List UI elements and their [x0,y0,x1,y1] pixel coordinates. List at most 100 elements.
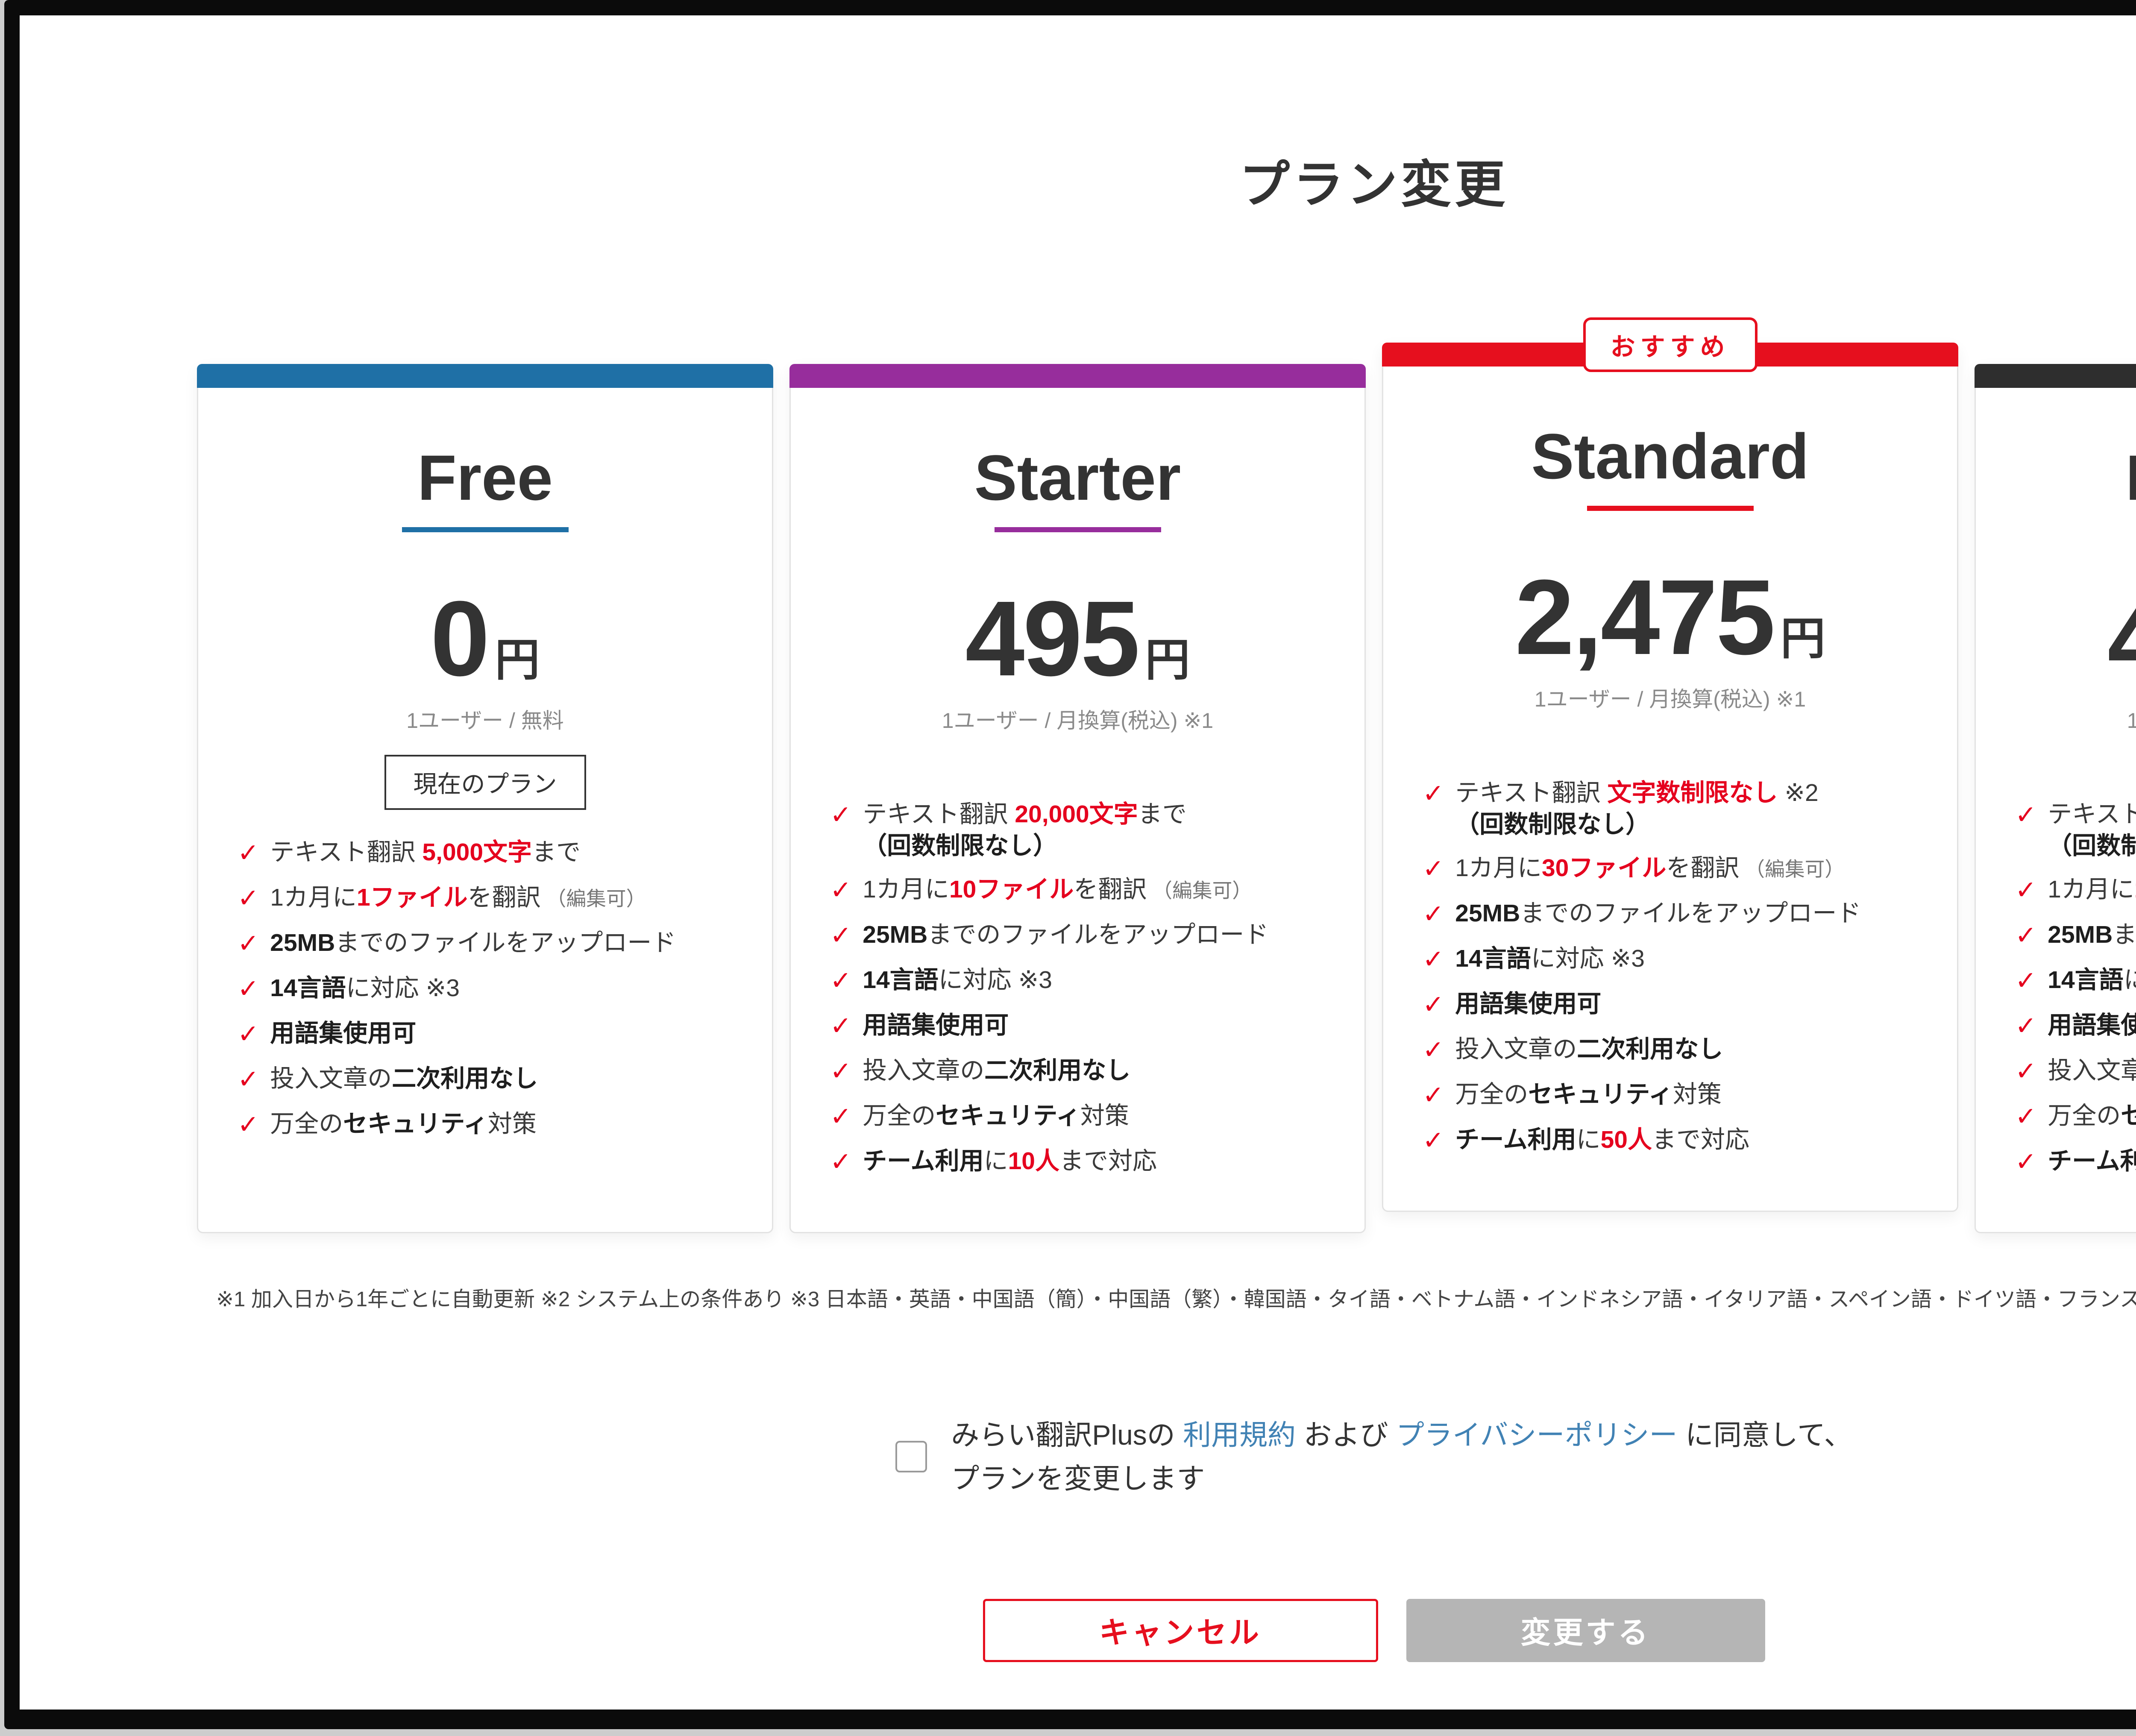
price-note: 1ユーザー / 無料 [406,708,564,733]
plan-name: Free [417,442,553,513]
checkmark-icon: ✓ [830,1011,852,1040]
feature-item: ✓ 万全のセキュリティ対策 [238,1108,746,1141]
feature-text: 25MBまでのファイルをアップロード [863,921,1269,948]
plan-card-standard: おすすめ Standard 2,475 円 1ユーザー / 月換算(税込) ※1 … [1382,317,1958,1212]
checkmark-icon: ✓ [2015,1011,2037,1040]
feature-item: ✓ 25MBまでのファイルをアップロード [1423,897,1931,931]
feature-text: 万全のセキュリティ対策 [863,1102,1129,1129]
feature-item: ✓ 投入文章の二次利用なし [1423,1033,1931,1067]
feature-item: ✓ 25MBまでのファイルをアップロード [830,919,1339,952]
feature-text: 1カ月に120ファイルを翻訳 （編集可） [2048,875,2136,903]
price-currency: 円 [1145,635,1190,685]
plan-name-underline [994,527,1161,532]
checkmark-icon: ✓ [830,800,852,829]
feature-item: ✓ テキスト翻訳 文字数制限なし ※2（回数制限なし） [2015,798,2136,862]
checkmark-icon: ✓ [1423,899,1444,928]
price-amount: 0 [430,579,490,698]
checkmark-icon: ✓ [2015,875,2037,904]
price-note: 1ユーザー / 月換算(税込) ※1 [1534,687,1806,711]
feature-text: チーム利用に50人まで対応 [1455,1126,1749,1153]
checkmark-icon: ✓ [2015,800,2037,829]
checkmark-icon: ✓ [1423,854,1444,883]
price-note: 1ユーザー / 月換算(税込) ※1 [942,708,1214,733]
privacy-link[interactable]: プライバシーポリシー [1396,1419,1678,1451]
plan-card-starter: Starter 495 円 1ユーザー / 月換算(税込) ※1 ✓ テキスト翻訳 … [789,364,1366,1233]
checkmark-icon: ✓ [830,966,852,995]
feature-item: ✓ 14言語に対応 ※3 [2015,964,2136,997]
plan-accent-bar [789,364,1366,388]
feature-item: ✓ 万全のセキュリティ対策 [2015,1100,2136,1133]
feature-text: 万全のセキュリティ対策 [1455,1080,1722,1108]
feature-item: ✓ 万全のセキュリティ対策 [830,1100,1339,1133]
price-currency: 円 [1780,614,1825,664]
modal-content: ✕ プラン変更 年払い 月払い Free 0円 [20,15,2136,1710]
feature-text: 25MBまでのファイルをアップロード [2048,921,2136,948]
terms-link[interactable]: 利用規約 [1183,1419,1296,1451]
feature-text: テキスト翻訳 文字数制限なし ※2（回数制限なし） [2048,800,2136,859]
feature-item: ✓ 1カ月に10ファイルを翻訳 （編集可） [830,874,1339,907]
plan-name: Starter [974,442,1181,513]
feature-item: ✓ 投入文章の二次利用なし [238,1063,746,1096]
feature-item: ✓ 万全のセキュリティ対策 [1423,1079,1931,1112]
feature-text: 用語集使用可 [270,1019,417,1047]
feature-text: 投入文章の二次利用なし [863,1056,1131,1084]
feature-item: ✓ 投入文章の二次利用なし [830,1055,1339,1088]
agreement-checkbox[interactable] [895,1441,927,1473]
feature-text: 14言語に対応 ※3 [1455,944,1645,972]
plan-feature-list: ✓ テキスト翻訳 20,000文字まで （回数制限なし） ✓ 1カ月に10ファイルを翻訳… [791,798,1364,1179]
checkmark-icon: ✓ [2015,1056,2037,1085]
checkmark-icon: ✓ [238,974,259,1003]
feature-text: 万全のセキュリティ対策 [270,1110,537,1138]
feature-text: テキスト翻訳 文字数制限なし ※2（回数制限なし） [1455,779,1819,838]
feature-item: ✓ 1カ月に30ファイルを翻訳 （編集可） [1423,852,1931,886]
feature-item: ✓ 14言語に対応 ※3 [238,972,746,1006]
feature-item: ✓ チーム利用に50人まで対応 [2015,1145,2136,1179]
checkmark-icon: ✓ [830,1056,852,1085]
plan-accent-bar [1975,364,2136,388]
plan-feature-list: ✓ テキスト翻訳 文字数制限なし ※2（回数制限なし） ✓ 1カ月に120ファイルを翻… [1976,798,2136,1179]
feature-text: 投入文章の二次利用なし [1455,1035,1723,1063]
feature-item: ✓ 投入文章の二次利用なし [2015,1055,2136,1088]
plan-price: 495 円 [791,582,1364,695]
price-currency: 円 [495,635,540,685]
feature-text: 25MBまでのファイルをアップロード [270,929,676,956]
checkmark-icon: ✓ [2015,1102,2037,1131]
feature-text: 14言語に対応 ※3 [270,974,460,1002]
checkmark-icon: ✓ [1423,1035,1444,1064]
price-amount: 495 [965,579,1140,698]
feature-text: 用語集使用可 [2048,1011,2136,1039]
checkmark-icon: ✓ [238,1064,259,1094]
checkmark-icon: ✓ [238,1019,259,1048]
feature-item: ✓ 1カ月に1ファイルを翻訳 （編集可） [238,882,746,915]
feature-text: テキスト翻訳 20,000文字まで （回数制限なし） [863,800,1187,859]
feature-text: 用語集使用可 [863,1011,1009,1039]
checkmark-icon: ✓ [1423,1080,1444,1109]
cancel-button[interactable]: キャンセル [983,1598,1378,1662]
checkmark-icon: ✓ [238,838,259,867]
feature-text: 用語集使用可 [1455,990,1602,1018]
plan-feature-list: ✓ テキスト翻訳 文字数制限なし ※2 （回数制限なし） ✓ 1カ月に30ファイルを翻訳… [1383,777,1957,1157]
plan-feature-list: ✓ テキスト翻訳 5,000文字まで ✓ 1カ月に1ファイルを翻訳 （編集可） ✓ 25M… [198,836,772,1141]
plan-name: Standard [1531,420,1809,492]
recommended-badge: おすすめ [1583,317,1758,372]
feature-item: ✓ 用語集使用可 [2015,1009,2136,1043]
feature-item: ✓ チーム利用に50人まで対応 [1423,1124,1931,1157]
agreement-middle: および [1296,1419,1396,1451]
price-note: 1ユーザー / 月換算(税込) ※1 [2127,708,2136,733]
submit-button[interactable]: 変更する [1406,1598,1765,1662]
feature-item: ✓ テキスト翻訳 5,000文字まで [238,836,746,870]
checkmark-icon: ✓ [2015,1147,2037,1176]
feature-text: テキスト翻訳 5,000文字まで [270,838,581,866]
price-amount: 2,475 [1515,557,1775,677]
plan-name-underline [1587,506,1754,511]
feature-item: ✓ 用語集使用可 [238,1018,746,1051]
feature-text: 1カ月に10ファイルを翻訳 （編集可） [863,875,1253,903]
plan-price: 4,950円 [1976,582,2136,695]
checkmark-icon: ✓ [238,883,259,912]
action-buttons: キャンセル 変更する [20,1598,2136,1662]
checkmark-icon: ✓ [2015,921,2037,950]
